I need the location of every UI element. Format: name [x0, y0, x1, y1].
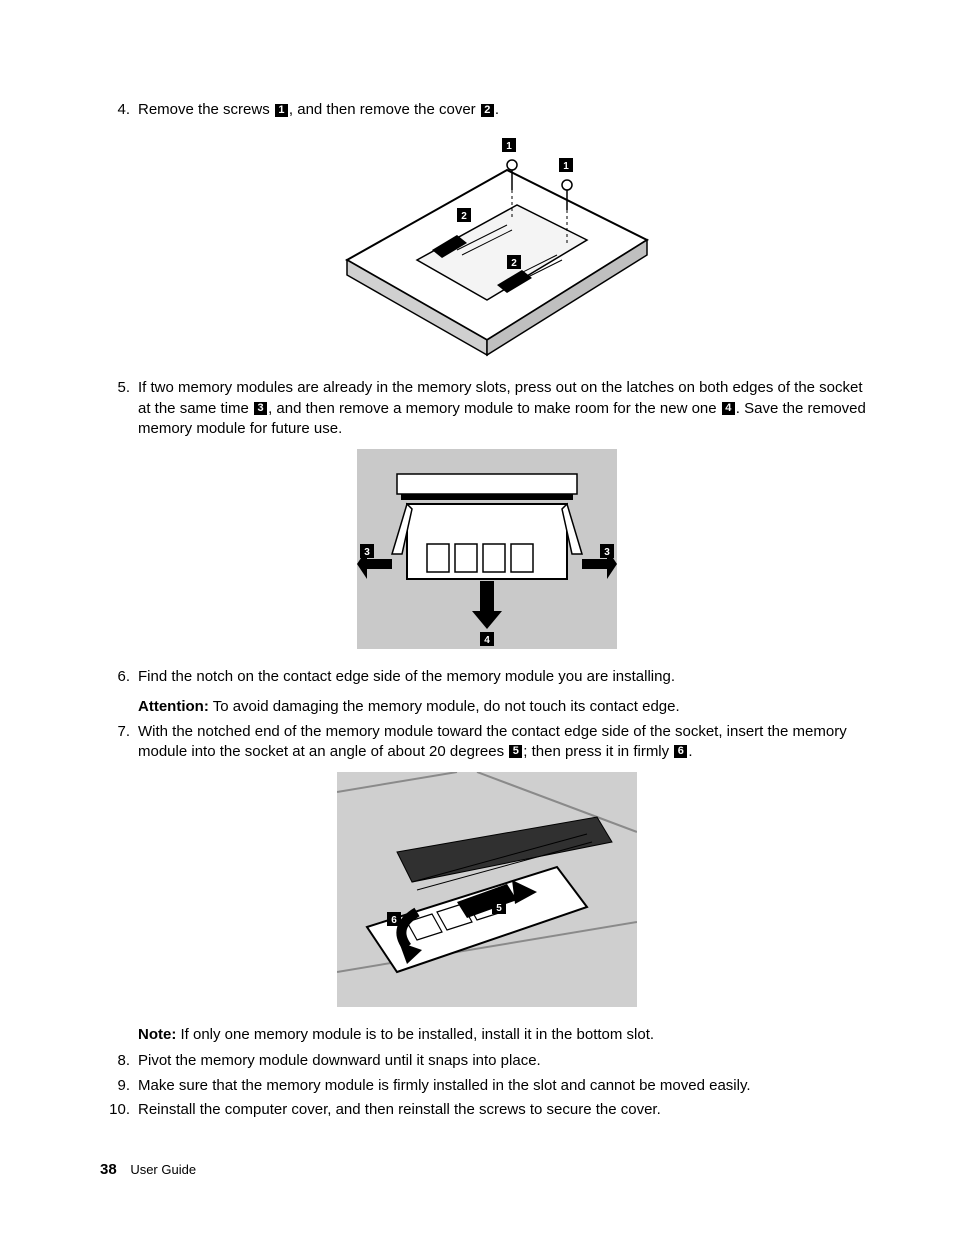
fig1-callout-1a: 1 [506, 141, 512, 152]
step-number: 8. [100, 1051, 138, 1071]
fig2-callout-3l: 3 [364, 547, 370, 558]
text: With the notched end of the memory modul… [138, 723, 847, 760]
callout-3: 3 [254, 402, 267, 415]
footer-title: User Guide [130, 1162, 196, 1177]
text: , and then remove a memory module to mak… [268, 400, 721, 417]
attention-block: Attention: To avoid damaging the memory … [138, 697, 874, 717]
step-7: 7. With the notched end of the memory mo… [100, 722, 874, 763]
instruction-list: 5. If two memory modules are already in … [100, 378, 874, 439]
page: 4. Remove the screws 1, and then remove … [0, 0, 954, 1235]
page-number: 38 [100, 1161, 117, 1178]
instruction-list: 6. Find the notch on the contact edge si… [100, 667, 874, 762]
callout-6: 6 [674, 745, 687, 758]
step-body: Reinstall the computer cover, and then r… [138, 1100, 874, 1120]
text: , and then remove the cover [289, 101, 480, 118]
callout-2: 2 [481, 104, 494, 117]
fig2-callout-4: 4 [484, 635, 490, 646]
fig2-callout-3r: 3 [604, 547, 610, 558]
attention-text: To avoid damaging the memory module, do … [209, 698, 680, 715]
step-body: Remove the screws 1, and then remove the… [138, 100, 874, 120]
step-body: Find the notch on the contact edge side … [138, 667, 874, 718]
step-number: 10. [100, 1100, 138, 1120]
diagram-memory-insert: 5 6 [337, 772, 637, 1007]
fig1-callout-2b: 2 [511, 258, 517, 269]
fig1-callout-2a: 2 [461, 211, 467, 222]
step-number: 9. [100, 1076, 138, 1096]
note-block: Note: If only one memory module is to be… [138, 1025, 874, 1045]
step-10: 10. Reinstall the computer cover, and th… [100, 1100, 874, 1120]
text: Find the notch on the contact edge side … [138, 668, 675, 685]
text: . [688, 743, 692, 760]
figure-insert-module: 5 6 [100, 772, 874, 1007]
figure-remove-module: 3 3 4 [100, 449, 874, 649]
step-9: 9. Make sure that the memory module is f… [100, 1076, 874, 1096]
figure-remove-cover: 1 1 2 2 [100, 130, 874, 360]
page-footer: 38 User Guide [100, 1160, 196, 1180]
instruction-list: 4. Remove the screws 1, and then remove … [100, 100, 874, 120]
note-text: If only one memory module is to be insta… [176, 1026, 654, 1043]
step-5: 5. If two memory modules are already in … [100, 378, 874, 439]
step-body: If two memory modules are already in the… [138, 378, 874, 439]
fig3-callout-6: 6 [391, 915, 397, 926]
instruction-list: 8. Pivot the memory module downward unti… [100, 1051, 874, 1120]
attention-label: Attention: [138, 698, 209, 715]
fig3-callout-5: 5 [496, 903, 502, 914]
step-number: 7. [100, 722, 138, 763]
text: Remove the screws [138, 101, 274, 118]
callout-4: 4 [722, 402, 735, 415]
callout-1: 1 [275, 104, 288, 117]
diagram-laptop-bottom: 1 1 2 2 [307, 130, 667, 360]
step-body: Pivot the memory module downward until i… [138, 1051, 874, 1071]
diagram-memory-remove: 3 3 4 [357, 449, 617, 649]
step-number: 6. [100, 667, 138, 718]
step-body: Make sure that the memory module is firm… [138, 1076, 874, 1096]
step-4: 4. Remove the screws 1, and then remove … [100, 100, 874, 120]
step-6: 6. Find the notch on the contact edge si… [100, 667, 874, 718]
step-number: 5. [100, 378, 138, 439]
note-label: Note: [138, 1026, 176, 1043]
step-number: 4. [100, 100, 138, 120]
step-8: 8. Pivot the memory module downward unti… [100, 1051, 874, 1071]
fig1-callout-1b: 1 [563, 161, 569, 172]
text: ; then press it in firmly [523, 743, 673, 760]
step-body: With the notched end of the memory modul… [138, 722, 874, 763]
callout-5: 5 [509, 745, 522, 758]
text: . [495, 101, 499, 118]
